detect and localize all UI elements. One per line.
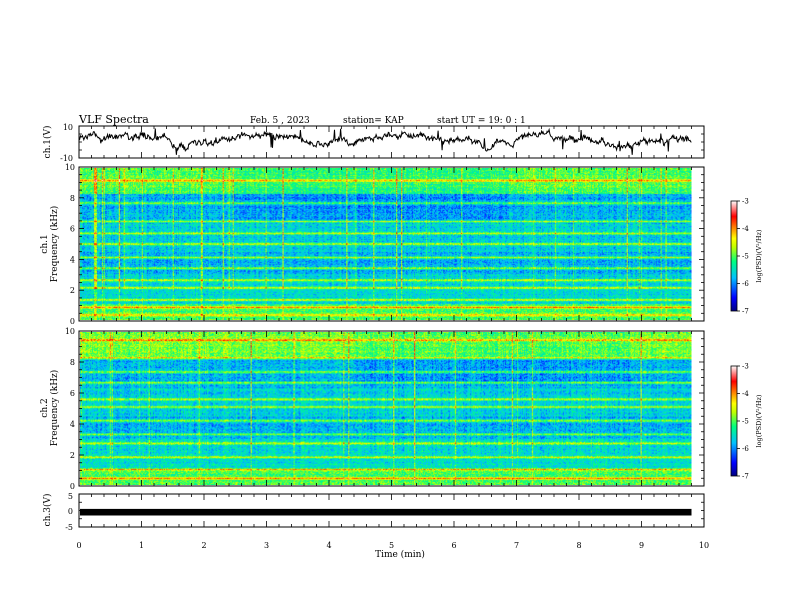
- colorbar-tick-label: -6: [742, 445, 749, 453]
- time-tick-label: 7: [514, 541, 519, 550]
- ch1-spectrogram-ytick-labels: 0 2 4 6 8 10: [65, 163, 75, 326]
- colorbar-tick-label: -3: [742, 198, 749, 206]
- frequency-tick-label: 6: [70, 389, 75, 398]
- ch2-spectrogram-ylabel-channel: ch.2: [40, 398, 50, 417]
- frequency-tick-label: 2: [70, 286, 75, 295]
- ch2-spectrogram-ylabel-frequency: Frequency (kHz): [49, 370, 60, 447]
- colorbar-tick-label: -7: [742, 308, 749, 316]
- ch1-colorbar-bar: [730, 200, 738, 312]
- ch2-spectrogram-ytick-labels: 0 2 4 6 8 10: [65, 327, 75, 491]
- ch1-waveform-line: [78, 127, 692, 155]
- ch3-ytick-top: 5: [68, 492, 73, 501]
- ch1-ytick-top: 10: [63, 123, 73, 132]
- time-tick-label: 6: [451, 541, 456, 550]
- ch1-spectrogram-panel: 0 2 4 6 8 10 ch.1 Frequency (kHz): [40, 163, 705, 326]
- ch2-spectrogram-ticks: [78, 330, 705, 487]
- date-label: Feb. 5 , 2023: [250, 116, 310, 126]
- frequency-tick-label: 8: [70, 358, 75, 367]
- colorbar-tick-label: -5: [742, 253, 749, 261]
- time-tick-label: 3: [264, 541, 269, 550]
- ch1-colorbar-ticks: -3 -4 -5 -6 -7: [737, 198, 749, 316]
- frequency-tick-label: 6: [70, 225, 75, 234]
- colorbar-tick-label: -5: [742, 418, 749, 426]
- time-tick-label: 10: [699, 541, 709, 550]
- time-axis-label: Time (min): [375, 549, 425, 560]
- ch1-waveform-ticks: [78, 125, 705, 159]
- ch1-spectrogram-ylabel-frequency: Frequency (kHz): [49, 206, 60, 283]
- time-tick-label: 9: [639, 541, 644, 550]
- time-tick-label: 4: [326, 541, 331, 550]
- figure-title: VLF Spectra: [78, 113, 149, 126]
- frequency-tick-label: 4: [70, 255, 75, 264]
- frequency-tick-label: 0: [70, 317, 75, 326]
- time-tick-label: 1: [139, 541, 144, 550]
- ch1-colorbar-label: log(PSD)(V²/Hz): [755, 229, 763, 282]
- time-tick-label: 0: [76, 541, 81, 550]
- start-ut-label: start UT = 19: 0 : 1: [437, 116, 526, 126]
- time-tick-label: 2: [201, 541, 206, 550]
- time-tick-label: 8: [576, 541, 581, 550]
- ch1-spectrogram-image: [80, 168, 692, 320]
- ch3-waveform-ylabel: ch.3(V): [42, 494, 53, 527]
- frequency-tick-label: 8: [70, 194, 75, 203]
- ch2-spectrogram-image: [80, 332, 692, 485]
- frequency-tick-label: 10: [65, 163, 75, 172]
- ch1-spectrogram-ylabel-channel: ch.1: [40, 234, 50, 253]
- colorbar-tick-label: -4: [742, 390, 749, 398]
- ch1-waveform-ylabel: ch.1(V): [42, 126, 53, 159]
- station-label: station= KAP: [343, 116, 404, 126]
- colorbar-tick-label: -4: [742, 225, 749, 233]
- ch2-colorbar-ticks: -3 -4 -5 -6 -7: [737, 363, 749, 481]
- frequency-tick-label: 4: [70, 420, 75, 429]
- ch3-waveform-band: [80, 508, 692, 516]
- frequency-tick-label: 0: [70, 482, 75, 491]
- ch1-colorbar: -3 -4 -5 -6 -7 log(PSD)(V²/Hz): [730, 198, 763, 316]
- ch1-waveform-panel: 10 -10 ch.1(V): [42, 123, 705, 163]
- colorbar-tick-label: -3: [742, 363, 749, 371]
- time-axis-tick-labels: 0 1 2 3 4 5 6 7 8 9 10: [76, 541, 709, 550]
- ch2-spectrogram-panel: 0 2 4 6 8 10 ch.2 Frequency (kHz): [40, 327, 705, 491]
- ch3-waveform-panel: 5 0 -5 ch.3(V): [42, 492, 705, 532]
- time-tick-label: 5: [389, 541, 394, 550]
- ch3-waveform-ticks: [78, 493, 705, 528]
- ch3-ytick-mid: 0: [68, 507, 73, 516]
- colorbar-tick-label: -7: [742, 473, 749, 481]
- frequency-tick-label: 10: [65, 327, 75, 336]
- ch2-colorbar-bar: [730, 365, 738, 477]
- ch2-colorbar-label: log(PSD)(V²/Hz): [755, 394, 763, 447]
- ch3-ytick-bottom: -5: [65, 523, 73, 532]
- ch1-spectrogram-ticks: [78, 166, 705, 322]
- ch1-ytick-bottom: -10: [60, 154, 73, 163]
- ch2-colorbar: -3 -4 -5 -6 -7 log(PSD)(V²/Hz): [730, 363, 763, 481]
- colorbar-tick-label: -6: [742, 280, 749, 288]
- frequency-tick-label: 2: [70, 451, 75, 460]
